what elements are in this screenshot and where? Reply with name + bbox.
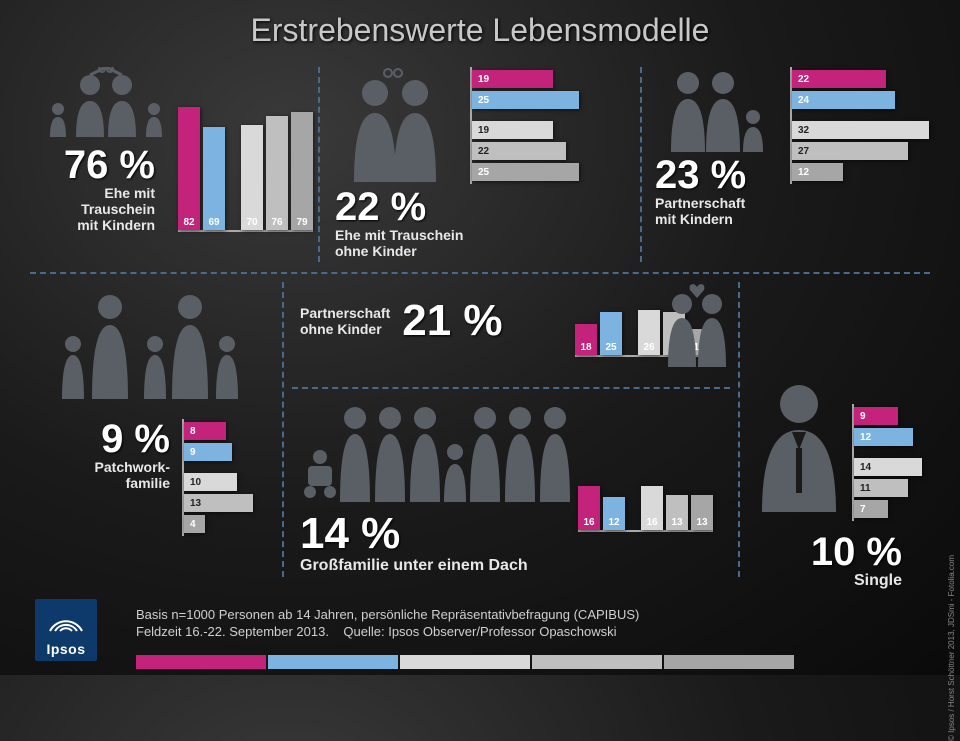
bar-chart-p5: 8 9 10 13 4 <box>182 419 253 536</box>
bar: 25 <box>472 91 579 109</box>
family-married-icon <box>40 67 170 137</box>
bar: 32 <box>792 121 929 139</box>
footer: Ipsos Basis n=1000 Personen ab 14 Jahren… <box>0 590 960 675</box>
pct-value: 14 % <box>300 512 400 556</box>
bar: 24 <box>792 91 929 109</box>
bar-chart-p1: 8269707679 <box>178 97 313 232</box>
couple-married-icon <box>340 67 450 182</box>
bar-chart-p6: 1612161313 <box>578 472 713 532</box>
bar: 4 <box>184 515 253 533</box>
bar: 14 <box>854 458 922 476</box>
bar: 70 <box>241 125 263 230</box>
divider-h2 <box>292 387 730 389</box>
bar: 19 <box>472 70 579 88</box>
single-person-icon <box>752 382 847 512</box>
divider-v3 <box>282 282 284 577</box>
footer-text: Basis n=1000 Personen ab 14 Jahren, pers… <box>136 606 639 641</box>
bar: 9 <box>854 407 922 425</box>
couple-kids-icon <box>655 67 765 152</box>
legend-swatch <box>136 655 266 669</box>
bar: 27 <box>792 142 929 160</box>
bar: 79 <box>291 112 313 231</box>
divider-v4 <box>738 282 740 577</box>
bar: 12 <box>792 163 929 181</box>
bar: 22 <box>472 142 579 160</box>
legend-bar <box>136 655 794 669</box>
patchwork-family-icon <box>45 289 255 399</box>
divider-v1 <box>318 67 320 262</box>
chart-grid: 76 % Ehe mit Trauschein mit Kindern 8269… <box>0 57 960 597</box>
bar: 13 <box>666 495 688 530</box>
bar: 82 <box>178 107 200 230</box>
bar: 19 <box>472 121 579 139</box>
bar: 25 <box>472 163 579 181</box>
bar: 16 <box>641 486 663 530</box>
pct-label: Ehe mit Trauschein ohne Kinder <box>335 227 463 259</box>
pct-value: 9 % <box>30 419 170 459</box>
pct-label: Ehe mit Trauschein mit Kindern <box>30 185 155 233</box>
legend-swatch <box>268 655 398 669</box>
pct-label: Partnerschaft ohne Kinder <box>300 305 390 337</box>
bar: 7 <box>854 500 922 518</box>
pct-label: Single <box>752 572 902 590</box>
bar: 76 <box>266 116 288 230</box>
bar: 25 <box>600 312 622 355</box>
pct-label: Großfamilie unter einem Dach <box>300 557 528 575</box>
bar: 13 <box>184 494 253 512</box>
page-title: Erstrebenswerte Lebensmodelle <box>0 0 960 57</box>
bar: 26 <box>638 310 660 355</box>
bar: 8 <box>184 422 253 440</box>
bar: 10 <box>184 473 253 491</box>
bar: 69 <box>203 127 225 231</box>
bar: 22 <box>792 70 929 88</box>
extended-family-icon <box>300 402 590 502</box>
bar-chart-p2: 19 25 19 22 25 <box>470 67 579 184</box>
couple-heart-icon <box>660 282 735 367</box>
copyright-text: © Ipsos / Horst Schöttner 2013, JDSmi - … <box>947 555 956 741</box>
bar-chart-p3: 22 24 32 27 12 <box>790 67 929 184</box>
bar: 11 <box>854 479 922 497</box>
bar: 12 <box>854 428 922 446</box>
legend-swatch <box>664 655 794 669</box>
bar: 16 <box>578 486 600 530</box>
divider-h1 <box>30 272 930 274</box>
bar: 9 <box>184 443 253 461</box>
legend-swatch <box>400 655 530 669</box>
logo-text: Ipsos <box>46 641 85 657</box>
ipsos-logo: Ipsos <box>35 599 97 661</box>
pct-value: 21 % <box>402 299 502 343</box>
legend-swatch <box>532 655 662 669</box>
divider-v2 <box>640 67 642 262</box>
pct-value: 76 % <box>30 145 155 185</box>
bar: 12 <box>603 497 625 530</box>
pct-value: 10 % <box>752 532 902 572</box>
bar: 13 <box>691 495 713 530</box>
pct-value: 22 % <box>335 187 463 227</box>
pct-label: Patchwork- familie <box>30 459 170 491</box>
bar: 18 <box>575 324 597 355</box>
pct-label: Partnerschaft mit Kindern <box>655 195 746 227</box>
pct-value: 23 % <box>655 155 746 195</box>
bar-chart-p7: 9 12 14 11 7 <box>852 404 922 521</box>
